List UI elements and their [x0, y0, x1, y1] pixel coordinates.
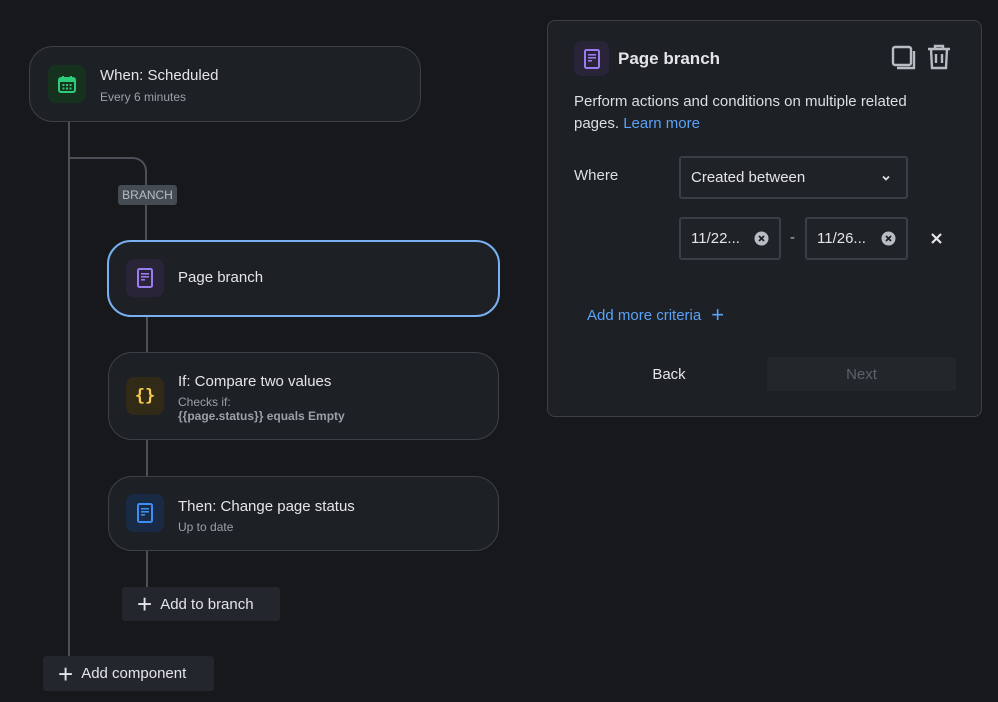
plus-icon: + [711, 302, 725, 327]
where-label: Where [574, 167, 619, 184]
learn-more-link[interactable]: Learn more [623, 115, 700, 132]
add-to-branch-button[interactable]: + Add to branch [122, 587, 280, 621]
back-button[interactable]: Back [652, 365, 686, 383]
page-icon [126, 494, 164, 532]
date-separator: - [790, 229, 795, 246]
step-title: Page branch [178, 269, 264, 286]
remove-criteria-icon[interactable] [930, 232, 943, 250]
step-title: If: Compare two values [178, 373, 332, 390]
panel-description: Perform actions and conditions on multip… [574, 91, 944, 135]
calendar-icon [48, 65, 86, 103]
description-text: Perform actions and conditions on multip… [574, 93, 907, 132]
chevron-down-icon [880, 171, 892, 188]
braces-icon: {} [126, 377, 164, 415]
branch-connector-3 [146, 439, 148, 476]
add-component-button[interactable]: + Add component [43, 656, 214, 691]
step-card-page-branch[interactable]: Page branch [107, 240, 500, 317]
date-from-value: 11/22... [691, 230, 740, 247]
clear-icon[interactable] [754, 231, 769, 250]
duplicate-icon[interactable] [891, 45, 917, 76]
step-detail: {{page.status}} equals Empty [178, 409, 345, 423]
panel-title: Page branch [618, 49, 721, 68]
trigger-subtitle: Every 6 minutes [100, 90, 187, 104]
date-to-input[interactable]: 11/26... [805, 217, 908, 260]
trigger-card[interactable]: When: Scheduled Every 6 minutes [29, 46, 421, 122]
branch-connector-2 [146, 316, 148, 352]
main-connector [68, 121, 70, 656]
plus-icon: + [137, 589, 153, 619]
clear-icon[interactable] [881, 231, 896, 250]
step-title: Then: Change page status [178, 498, 355, 515]
branch-connector-4 [146, 550, 148, 587]
step-card-action[interactable]: Then: Change page status Up to date [108, 476, 499, 551]
step-card-condition[interactable]: {} If: Compare two values Checks if: {{p… [108, 352, 499, 440]
condition-select[interactable]: Created between [679, 156, 908, 199]
add-to-branch-label: Add to branch [160, 595, 254, 613]
trigger-title: When: Scheduled [100, 67, 219, 84]
step-subtitle: Up to date [178, 520, 234, 534]
condition-select-value: Created between [691, 169, 806, 186]
branch-label: BRANCH [118, 185, 177, 205]
page-icon [574, 41, 609, 76]
add-component-label: Add component [81, 665, 187, 682]
next-button[interactable]: Next [767, 357, 956, 391]
trash-icon[interactable] [926, 43, 952, 76]
date-from-input[interactable]: 11/22... [679, 217, 781, 260]
page-icon [126, 259, 164, 297]
plus-icon: + [58, 658, 74, 689]
date-to-value: 11/26... [817, 230, 866, 247]
step-subtitle: Checks if: [178, 395, 231, 409]
add-more-criteria-label: Add more criteria [587, 306, 702, 324]
add-more-criteria-button[interactable]: Add more criteria + [587, 304, 724, 326]
step-settings-panel: Page branch Perform actions and conditio… [547, 20, 982, 417]
